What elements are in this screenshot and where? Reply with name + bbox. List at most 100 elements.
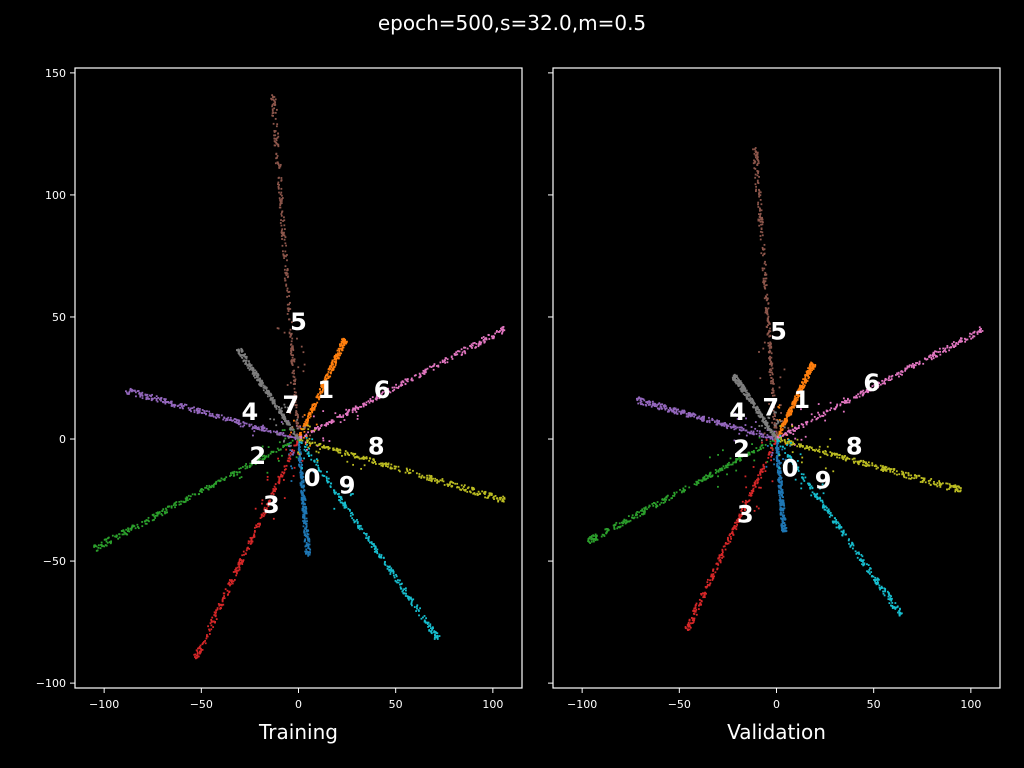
data-point bbox=[333, 491, 336, 494]
data-point bbox=[326, 481, 329, 484]
data-point bbox=[285, 448, 288, 451]
data-point bbox=[810, 361, 812, 364]
data-point bbox=[757, 182, 760, 185]
data-point bbox=[139, 393, 142, 396]
data-point bbox=[319, 391, 321, 394]
data-point bbox=[161, 510, 164, 512]
data-point bbox=[287, 444, 290, 447]
data-point bbox=[258, 383, 261, 385]
data-point bbox=[718, 420, 721, 422]
data-point bbox=[333, 489, 335, 492]
data-point bbox=[447, 485, 449, 487]
data-point bbox=[781, 423, 783, 426]
data-point bbox=[207, 487, 209, 490]
data-point bbox=[115, 536, 118, 538]
data-point bbox=[132, 525, 135, 528]
data-point bbox=[195, 408, 198, 411]
data-point bbox=[432, 627, 434, 630]
data-point bbox=[269, 496, 272, 499]
data-point bbox=[283, 465, 286, 468]
data-point bbox=[803, 378, 806, 381]
data-point bbox=[881, 379, 884, 382]
data-point bbox=[693, 619, 696, 622]
data-point bbox=[756, 174, 759, 177]
data-point bbox=[414, 374, 417, 377]
data-point bbox=[637, 402, 640, 405]
data-point bbox=[758, 192, 761, 194]
data-point bbox=[334, 357, 336, 360]
data-point bbox=[283, 224, 286, 227]
data-point bbox=[824, 413, 827, 416]
data-point bbox=[436, 481, 439, 484]
data-point bbox=[145, 398, 148, 401]
data-point bbox=[804, 379, 806, 382]
data-point bbox=[398, 385, 400, 388]
data-point bbox=[463, 484, 466, 487]
data-point bbox=[177, 404, 180, 407]
data-point bbox=[888, 375, 891, 378]
data-point bbox=[739, 517, 741, 520]
data-point bbox=[811, 362, 814, 365]
data-point bbox=[297, 427, 300, 430]
data-point bbox=[262, 389, 265, 392]
data-point bbox=[717, 563, 720, 566]
data-point bbox=[303, 540, 306, 543]
data-point bbox=[435, 636, 438, 638]
data-point bbox=[763, 465, 766, 468]
data-point bbox=[782, 528, 785, 531]
data-point bbox=[806, 373, 809, 376]
data-point bbox=[308, 547, 311, 550]
data-point bbox=[229, 583, 232, 586]
data-point bbox=[780, 461, 782, 464]
data-point bbox=[323, 378, 326, 381]
data-point bbox=[428, 479, 430, 482]
data-point bbox=[771, 379, 773, 382]
data-point bbox=[818, 413, 821, 416]
data-point bbox=[805, 371, 808, 374]
data-point bbox=[969, 332, 971, 335]
data-point bbox=[686, 623, 689, 626]
data-point bbox=[289, 423, 291, 426]
data-point bbox=[296, 337, 298, 340]
data-point bbox=[193, 406, 195, 409]
data-point bbox=[760, 217, 763, 219]
data-point bbox=[642, 403, 645, 406]
data-point bbox=[778, 472, 780, 474]
data-point bbox=[330, 363, 333, 366]
data-point bbox=[736, 418, 739, 420]
data-point bbox=[911, 362, 914, 365]
data-point bbox=[289, 308, 292, 310]
data-point bbox=[383, 390, 386, 393]
data-point bbox=[304, 520, 307, 523]
data-point bbox=[806, 420, 809, 423]
data-point bbox=[282, 416, 284, 418]
data-point bbox=[266, 478, 269, 481]
data-point bbox=[131, 525, 134, 528]
data-point bbox=[659, 403, 662, 406]
data-point bbox=[260, 429, 263, 432]
data-point bbox=[293, 372, 295, 375]
data-point bbox=[770, 369, 773, 372]
data-point bbox=[772, 435, 775, 438]
data-point bbox=[240, 562, 242, 564]
data-point bbox=[223, 597, 226, 600]
data-point bbox=[856, 396, 858, 399]
data-point bbox=[300, 427, 302, 430]
data-point bbox=[500, 327, 502, 330]
data-point bbox=[342, 338, 345, 341]
data-point bbox=[689, 415, 692, 418]
data-point bbox=[778, 404, 781, 407]
data-point bbox=[839, 404, 842, 407]
data-point bbox=[141, 397, 144, 400]
data-point bbox=[292, 359, 295, 361]
data-point bbox=[257, 379, 260, 381]
data-point bbox=[245, 553, 247, 555]
data-point bbox=[400, 587, 403, 590]
data-point bbox=[359, 524, 362, 527]
data-point bbox=[754, 173, 757, 176]
data-point bbox=[959, 340, 962, 343]
data-point bbox=[817, 411, 819, 414]
data-point bbox=[752, 400, 755, 403]
data-point bbox=[306, 535, 309, 538]
data-point bbox=[311, 438, 314, 441]
